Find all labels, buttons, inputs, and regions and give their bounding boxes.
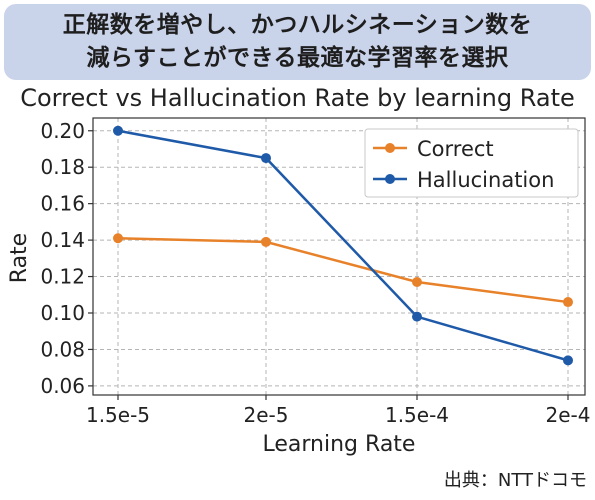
header-line-1: 正解数を増やし、かつハルシネーション数を bbox=[62, 12, 533, 38]
y-tick-label: 0.10 bbox=[40, 301, 85, 325]
x-tick-label: 2e-5 bbox=[244, 403, 289, 427]
y-tick-label: 0.20 bbox=[40, 119, 85, 143]
y-tick-label: 0.16 bbox=[40, 192, 85, 216]
hallucination-data-point bbox=[563, 355, 573, 366]
correct-legend-label: Correct bbox=[417, 137, 494, 161]
hallucination-data-point bbox=[113, 125, 123, 136]
correct-legend-marker bbox=[385, 143, 395, 153]
correct-data-point bbox=[113, 233, 123, 244]
correct-series-line bbox=[117, 237, 569, 304]
hallucination-legend-marker bbox=[385, 174, 395, 184]
x-axis-label: Learning Rate bbox=[263, 432, 416, 457]
plot-frame bbox=[92, 117, 586, 396]
source-credit: 出典：NTTドコモ bbox=[443, 470, 587, 491]
hallucination-data-point bbox=[412, 311, 422, 322]
header-line-2: 減らすことができる最適な学習率を選択 bbox=[86, 45, 509, 71]
correct-data-point bbox=[261, 236, 271, 247]
x-tick-label: 1.5e-5 bbox=[86, 403, 150, 427]
y-axis-label: Rate bbox=[7, 233, 32, 283]
y-tick-label: 0.18 bbox=[40, 155, 85, 179]
header-banner: 正解数を増やし、かつハルシネーション数を 減らすことができる最適な学習率を選択 bbox=[4, 4, 591, 80]
x-tick-label: 2e-4 bbox=[546, 403, 591, 427]
y-tick-label: 0.12 bbox=[40, 265, 85, 289]
legend-box bbox=[364, 128, 579, 198]
hallucination-legend-label: Hallucination bbox=[417, 168, 554, 192]
y-tick-label: 0.08 bbox=[40, 337, 85, 361]
correct-data-point bbox=[563, 297, 573, 308]
hallucination-data-point bbox=[261, 153, 271, 164]
hallucination-series-line bbox=[117, 129, 569, 362]
x-tick-label: 1.5e-4 bbox=[385, 403, 449, 427]
y-tick-label: 0.14 bbox=[40, 228, 85, 252]
correct-data-point bbox=[412, 277, 422, 288]
chart-title: Correct vs Hallucination Rate by learnin… bbox=[20, 84, 575, 112]
y-tick-label: 0.06 bbox=[40, 374, 85, 398]
